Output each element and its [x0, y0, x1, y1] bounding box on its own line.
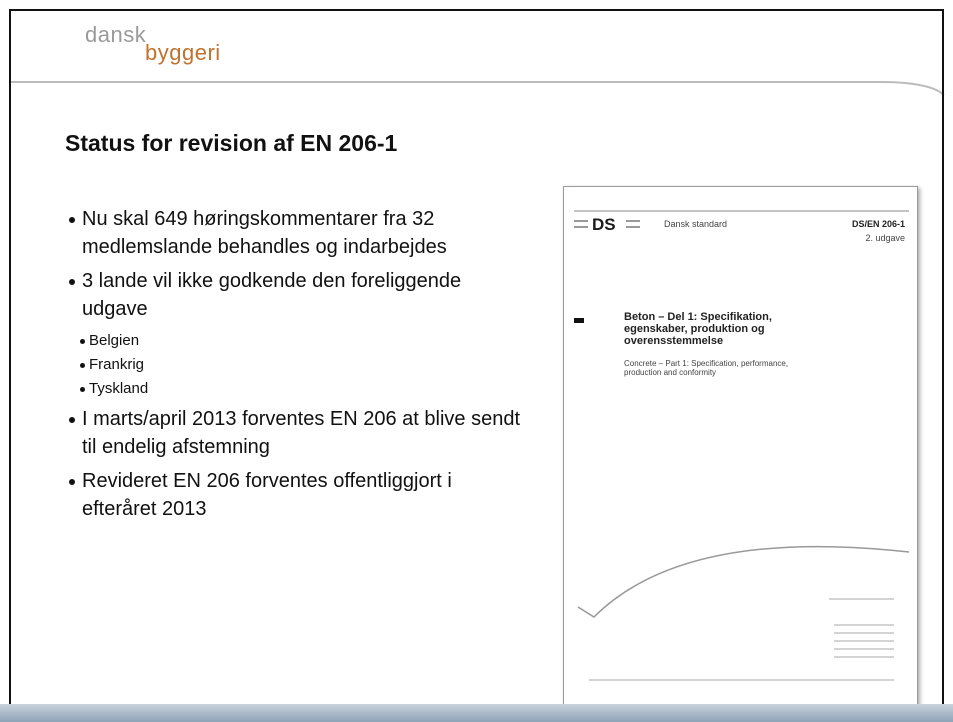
bullet: Nu skal 649 høringskommentarer fra 32 me…	[68, 205, 523, 261]
logo: dansk byggeri	[85, 22, 161, 74]
doc-label: Dansk standard	[664, 219, 727, 229]
logo-bottom: byggeri	[145, 40, 221, 66]
footer-band	[0, 704, 953, 722]
doc-code: DS/EN 206-1	[852, 219, 905, 229]
sub-bullet: Belgien	[80, 329, 523, 353]
sub-bullet: Frankrig	[80, 353, 523, 377]
bullet-list: Nu skal 649 høringskommentarer fra 32 me…	[68, 205, 523, 529]
bullet: Revideret EN 206 forventes offentliggjor…	[68, 467, 523, 523]
document-graphics	[564, 187, 917, 707]
slide: dansk byggeri Status for revision af EN …	[0, 0, 953, 722]
sub-bullet: Tyskland	[80, 377, 523, 401]
doc-subtitle: Concrete – Part 1: Specification, perfor…	[624, 359, 824, 377]
document-image: DS Dansk standard DS/EN 206-1 2. udgave …	[563, 186, 918, 708]
bullet: I marts/april 2013 forventes EN 206 at b…	[68, 405, 523, 461]
doc-logo: DS	[592, 215, 616, 235]
doc-title: Beton – Del 1: Specifikation, egenskaber…	[624, 311, 824, 347]
slide-title: Status for revision af EN 206-1	[65, 130, 397, 157]
doc-edition: 2. udgave	[865, 233, 905, 243]
bullet: 3 lande vil ikke godkende den foreliggen…	[68, 267, 523, 323]
